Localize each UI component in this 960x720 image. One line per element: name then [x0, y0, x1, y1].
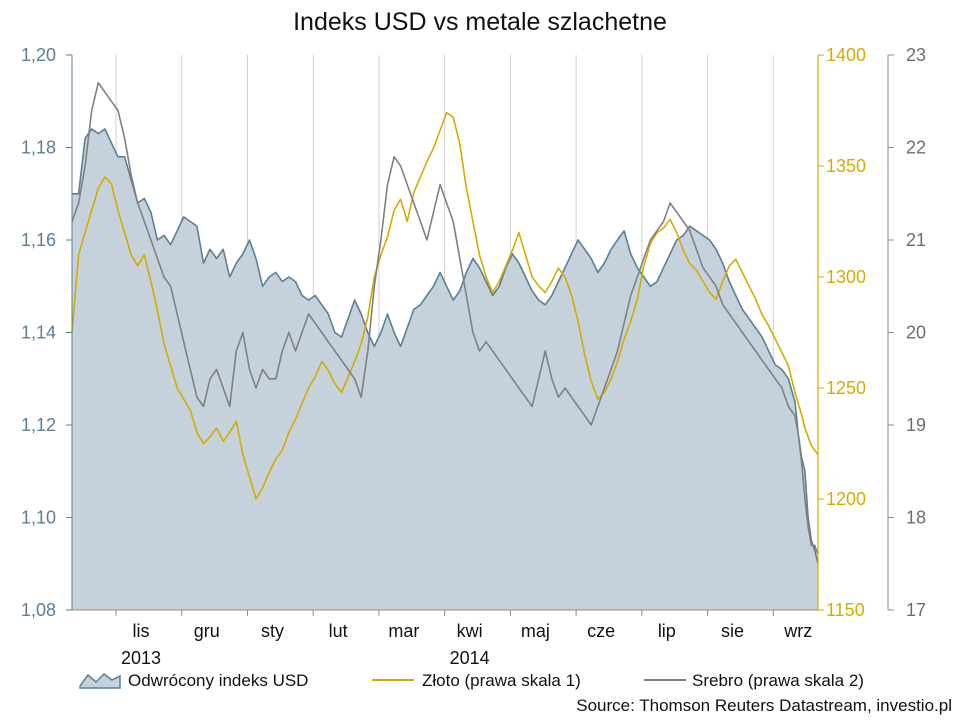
tick-label-right1: 1400 — [826, 45, 866, 65]
line-layer — [71, 82, 819, 564]
tick-label-month: lip — [658, 621, 676, 641]
series-line-2 — [71, 82, 819, 555]
legend-item-usd: Odwrócony indeks USD — [79, 671, 308, 690]
tick-label-right2: 21 — [906, 230, 926, 250]
tick-label-month: cze — [587, 621, 615, 641]
tick-label-right2: 23 — [906, 45, 926, 65]
tick-label-left: 1,10 — [21, 508, 56, 528]
legend-item-silver: Srebro (prawa skala 2) — [644, 671, 864, 690]
tick-label-right1: 1150 — [826, 600, 865, 620]
tick-label-right1: 1300 — [826, 267, 866, 287]
tick-label-right2: 20 — [906, 323, 926, 343]
tick-label-month: sie — [721, 621, 744, 641]
series-line-1 — [71, 111, 819, 500]
tick-label-month: lut — [329, 621, 348, 641]
tick-label-month: wrz — [783, 621, 812, 641]
legend-label-usd: Odwrócony indeks USD — [128, 671, 308, 690]
legend-label-gold: Złoto (prawa skala 1) — [422, 671, 581, 690]
tick-label-month: lis — [133, 621, 150, 641]
source-text: Source: Thomson Reuters Datastream, inve… — [576, 696, 952, 715]
tick-label-month: gru — [194, 621, 220, 641]
ticks-layer: 1,08 1,10 1,12 1,14 1,16 1,18 1,20 1150 1200 1250… — [21, 45, 926, 668]
tick-label-year: 2014 — [450, 648, 490, 668]
tick-label-right2: 17 — [906, 600, 926, 620]
tick-label-month: maj — [521, 621, 550, 641]
legend-label-silver: Srebro (prawa skala 2) — [692, 671, 864, 690]
tick-label-left: 1,14 — [21, 323, 56, 343]
tick-label-right2: 22 — [906, 138, 926, 158]
tick-label-left: 1,18 — [21, 138, 56, 158]
tick-label-year: 2013 — [121, 648, 161, 668]
legend-swatch-usd — [79, 673, 121, 689]
tick-label-left: 1,12 — [21, 415, 56, 435]
tick-label-right1: 1350 — [826, 156, 866, 176]
legend: Odwrócony indeks USD Złoto (prawa skala … — [79, 671, 864, 690]
series-area-fill-0 — [72, 129, 818, 610]
tick-label-right2: 18 — [906, 508, 926, 528]
series-area-line-0 — [72, 128, 819, 564]
legend-item-gold: Złoto (prawa skala 1) — [372, 671, 581, 690]
tick-label-left: 1,20 — [21, 45, 56, 65]
tick-label-left: 1,08 — [21, 600, 56, 620]
area-layer — [72, 129, 818, 610]
tick-label-right1: 1200 — [826, 489, 866, 509]
tick-label-right2: 19 — [906, 415, 926, 435]
tick-label-month: mar — [388, 621, 419, 641]
chart-title: Indeks USD vs metale szlachetne — [293, 8, 667, 36]
tick-label-month: sty — [261, 621, 284, 641]
tick-label-left: 1,16 — [21, 230, 56, 250]
tick-label-month: kwi — [457, 621, 483, 641]
tick-label-right1: 1250 — [826, 378, 866, 398]
